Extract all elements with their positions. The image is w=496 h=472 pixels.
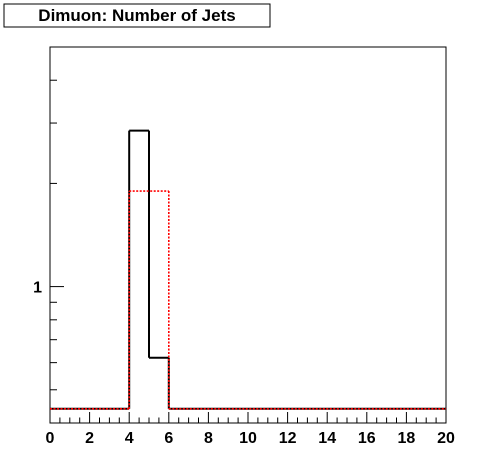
- series-1: [50, 190, 446, 410]
- title-box-frame: [3, 3, 271, 28]
- x-tick-label: 18: [398, 430, 416, 447]
- plot-frame: [49, 46, 447, 424]
- x-tick-label: 6: [164, 430, 173, 447]
- series-0: [50, 129, 446, 410]
- x-axis: 0 2 4 6 8 10 12 14 16 18 20: [46, 412, 455, 447]
- title-box: Dimuon: Number of Jets: [3, 3, 271, 28]
- x-tick-label: 8: [204, 430, 213, 447]
- series-layer: [50, 129, 446, 410]
- x-tick-label: 14: [318, 430, 336, 447]
- x-tick-label: 4: [125, 430, 134, 447]
- x-tick-label: 12: [279, 430, 297, 447]
- y-tick-label: 1: [33, 280, 42, 297]
- x-tick-label: 0: [46, 430, 55, 447]
- x-tick-label: 10: [239, 430, 257, 447]
- x-tick-label: 2: [85, 430, 94, 447]
- x-tick-label: 16: [358, 430, 376, 447]
- y-axis: 1: [33, 46, 64, 424]
- x-tick-label: 20: [437, 430, 455, 447]
- chart-title: Dimuon: Number of Jets: [38, 6, 235, 25]
